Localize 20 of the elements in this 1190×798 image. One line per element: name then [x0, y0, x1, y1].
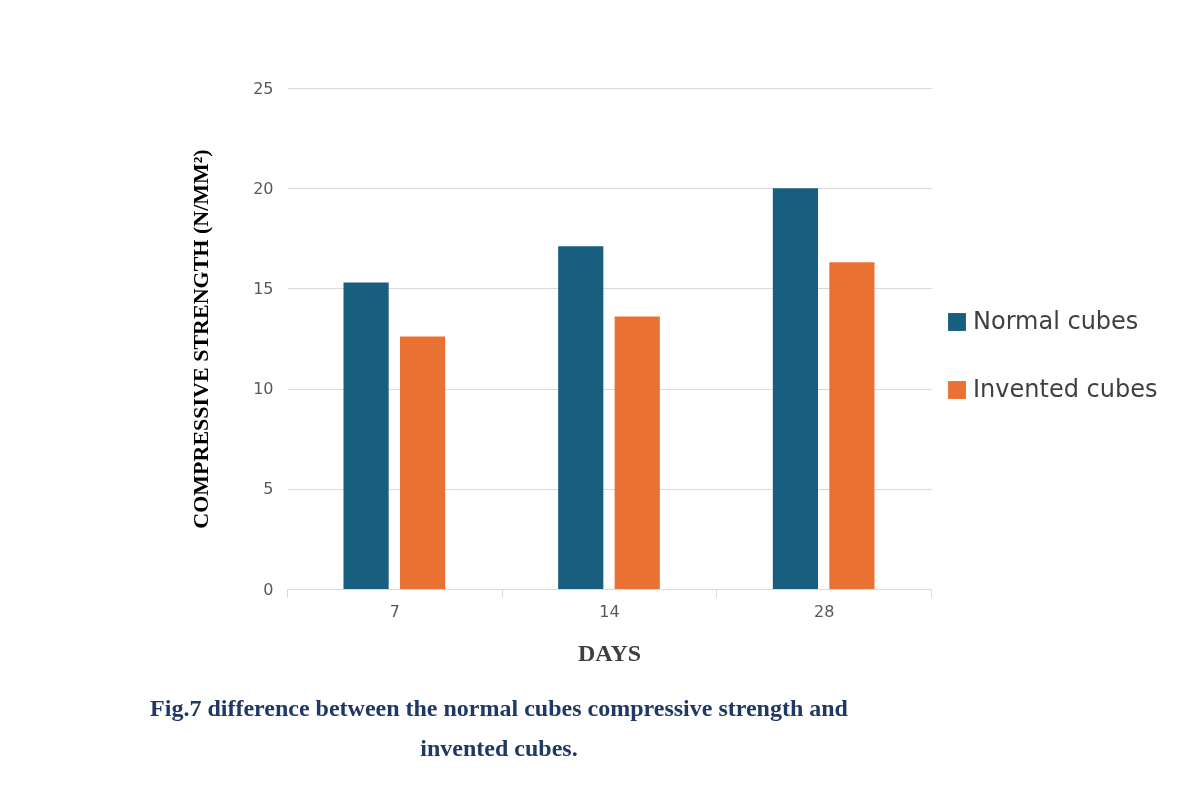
y-tick-label: 5	[263, 479, 274, 499]
y-tick-label: 20	[253, 178, 274, 198]
y-tick-label: 10	[253, 379, 274, 399]
bar	[772, 188, 819, 589]
bar	[829, 262, 875, 589]
legend-label: Invented cubes	[973, 375, 1158, 403]
caption: Fig.7 difference between the normal cubes compressive strength and invented cubes.	[150, 695, 849, 761]
bar	[614, 316, 660, 589]
bar	[558, 246, 604, 589]
y-axis-title: COMPRESSIVE STRENGTH (N/MM²)	[188, 149, 214, 529]
y-tick-label: 25	[253, 78, 274, 98]
bar	[343, 282, 389, 589]
legend-label: Normal cubes	[973, 307, 1139, 335]
x-tick-label: 14	[599, 601, 620, 621]
y-tick-label: 0	[263, 579, 274, 599]
x-tick-label: 7	[389, 601, 400, 621]
x-axis-title: DAYS	[577, 639, 642, 666]
y-tick-label: 15	[253, 278, 274, 298]
bar	[399, 336, 446, 589]
x-tick-label: 28	[813, 601, 835, 621]
